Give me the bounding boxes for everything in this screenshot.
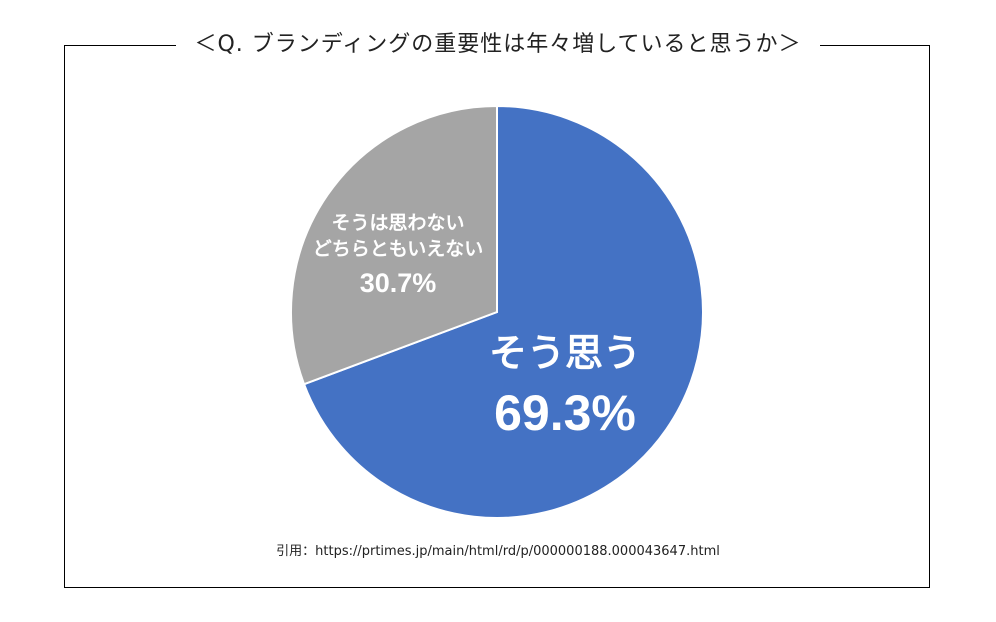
chart-title: ＜Q. ブランディングの重要性は年々増していると思うか＞ — [176, 28, 820, 62]
slice-souha-omowanai — [290, 104, 498, 386]
slice-sou-omou — [302, 104, 704, 519]
slice-label-other-line2: どちらともいえない — [313, 238, 484, 260]
slice-label-yes: そう思う — [489, 331, 641, 375]
slice-value-yes: 69.3% — [494, 385, 636, 441]
slice-value-other: 30.7% — [360, 268, 437, 298]
source-citation: 引用：https://prtimes.jp/main/html/rd/p/000… — [276, 544, 720, 559]
slice-label-other-line1: そうは思わない — [331, 212, 464, 234]
chart-title-wrap: ＜Q. ブランディングの重要性は年々増していると思うか＞ — [0, 28, 996, 62]
